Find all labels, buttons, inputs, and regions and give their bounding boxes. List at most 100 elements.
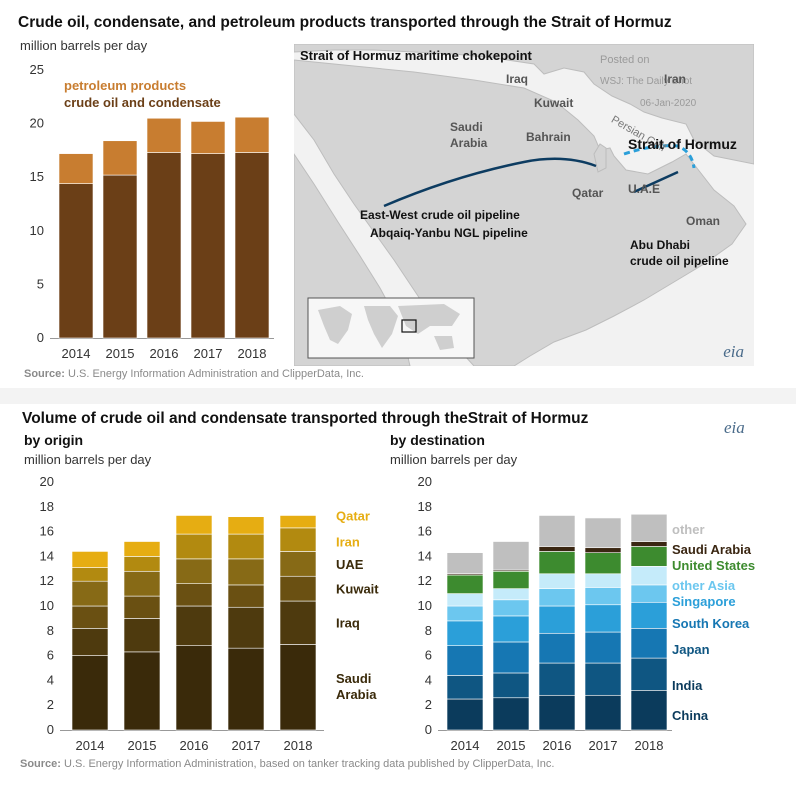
bar-segment <box>584 517 622 549</box>
top-title: Crude oil, condensate, and petroleum pro… <box>18 14 672 31</box>
bar-segment <box>102 140 138 176</box>
bar-segment <box>538 551 576 575</box>
bar-segment <box>538 546 576 552</box>
top-source-text: U.S. Energy Information Administration a… <box>64 368 364 380</box>
map-qatar <box>593 143 607 173</box>
map-land-arabia <box>294 59 747 366</box>
series-label-other: other <box>672 522 705 537</box>
bar-segment <box>630 601 668 629</box>
x-tick-label: 2016 <box>543 738 572 753</box>
bar-segment <box>492 672 530 699</box>
chart-top-volume: 0 5 10 15 20 25 2014 2015 2016 2017 2018 <box>30 62 274 361</box>
bar-segment <box>123 618 161 653</box>
eia-logo-top: eia <box>723 342 744 361</box>
bar-segment <box>446 698 484 731</box>
y-tick-label: 16 <box>40 524 54 539</box>
bar-segment <box>584 604 622 633</box>
bar-segment <box>123 570 161 597</box>
map-strait-route <box>623 144 696 169</box>
bar-segment <box>279 551 317 577</box>
x-tick-label: 2018 <box>635 738 664 753</box>
bar-segment <box>446 675 484 700</box>
y-tick-label: 12 <box>40 573 54 588</box>
series-label-iraq: Iraq <box>336 616 360 631</box>
y-tick-label: 4 <box>47 672 54 687</box>
bar-segment <box>492 697 530 731</box>
bar-segment <box>630 657 668 691</box>
bar-segment <box>584 587 622 606</box>
map-abu-dhabi-pipeline <box>633 170 679 194</box>
bar-segment <box>175 605 213 646</box>
bar-segment <box>146 117 182 153</box>
series-label-india: India <box>672 678 703 693</box>
y-tick-label: 0 <box>37 330 44 345</box>
x-tick-label: 2017 <box>232 738 261 753</box>
bar-segment <box>446 645 484 676</box>
y-tick-label: 8 <box>425 623 432 638</box>
series-label-qatar: Qatar <box>336 509 370 524</box>
top-source-label: Source: <box>24 368 65 380</box>
destination-subtitle: by destination <box>390 432 485 448</box>
bar-segment <box>492 570 530 589</box>
bar-segment <box>630 690 668 731</box>
bar-segment <box>123 556 161 572</box>
x-tick-label: 2017 <box>194 346 223 361</box>
y-tick-label: 12 <box>418 573 432 588</box>
y-tick-label: 2 <box>47 697 54 712</box>
bar-segment <box>279 527 317 552</box>
bar-segment <box>492 615 530 643</box>
y-tick-label: 8 <box>47 623 54 638</box>
x-tick-label: 2015 <box>106 346 135 361</box>
origin-subtitle: by origin <box>24 432 84 448</box>
bar-segment <box>175 583 213 607</box>
series-label-iran: Iran <box>336 535 360 550</box>
y-tick-label: 20 <box>30 116 44 131</box>
map-watermark-line3: 06-Jan-2020 <box>640 98 697 109</box>
y-tick-label: 20 <box>418 474 432 489</box>
bar-segment <box>175 558 213 584</box>
x-tick-label: 2018 <box>284 738 313 753</box>
x-tick-label: 2016 <box>150 346 179 361</box>
map-panel: Strait of Hormuz maritime chokepoint Pos… <box>294 44 754 366</box>
bar-segment <box>584 694 622 731</box>
y-tick-label: 4 <box>425 672 432 687</box>
bar-segment <box>190 153 226 339</box>
map-label-uae: U.A.E <box>628 182 661 196</box>
map-east-west-pipeline <box>383 157 597 208</box>
y-tick-label: 6 <box>47 648 54 663</box>
map-label-strait: Strait of Hormuz <box>628 136 737 152</box>
bar-segment <box>71 551 109 568</box>
map-watermark-line1: Posted on <box>600 54 650 66</box>
x-tick-label: 2017 <box>589 738 618 753</box>
bar-segment <box>538 662 576 696</box>
bar-segment <box>227 606 265 649</box>
y-tick-label: 25 <box>30 62 44 77</box>
map-label-iraq: Iraq <box>506 72 529 86</box>
bar-segment <box>227 516 265 535</box>
bar-segment <box>123 541 161 557</box>
series-label-saudi-arabia-line1: Saudi <box>336 671 371 686</box>
series-label-uae: UAE <box>336 557 364 572</box>
chart-by-origin: 0 2 4 6 8 10 12 14 16 18 20 2014 2015 2016 2017 2018 Sau… <box>40 474 380 753</box>
bar-segment <box>279 644 317 731</box>
bar-segment <box>123 651 161 731</box>
series-label-other-asia: other Asia <box>672 578 736 593</box>
map-label-bahrain: Bahrain <box>526 130 571 144</box>
bar-segment <box>584 547 622 553</box>
x-tick-label: 2014 <box>76 738 105 753</box>
bottom-panel: Volume of crude oil and condensate trans… <box>18 406 758 778</box>
bar-segment <box>446 593 484 607</box>
bar-segment <box>190 121 226 154</box>
x-tick-label: 2014 <box>451 738 480 753</box>
series-label-south-korea: South Korea <box>672 616 750 631</box>
bar-segment <box>630 584 668 603</box>
y-tick-label: 6 <box>425 648 432 663</box>
bar-segment <box>538 605 576 634</box>
map-watermark-line2: WSJ: The Daily Shot <box>600 76 693 87</box>
bar-segment <box>492 641 530 674</box>
map-label-abu-dhabi-line1: Abu Dhabi <box>630 238 690 252</box>
map-title: Strait of Hormuz maritime chokepoint <box>300 48 532 63</box>
map-label-ngl-pipeline: Abqaiq-Yanbu NGL pipeline <box>370 226 528 240</box>
series-label-singapore: Singapore <box>672 594 736 609</box>
y-tick-label: 5 <box>37 276 44 291</box>
